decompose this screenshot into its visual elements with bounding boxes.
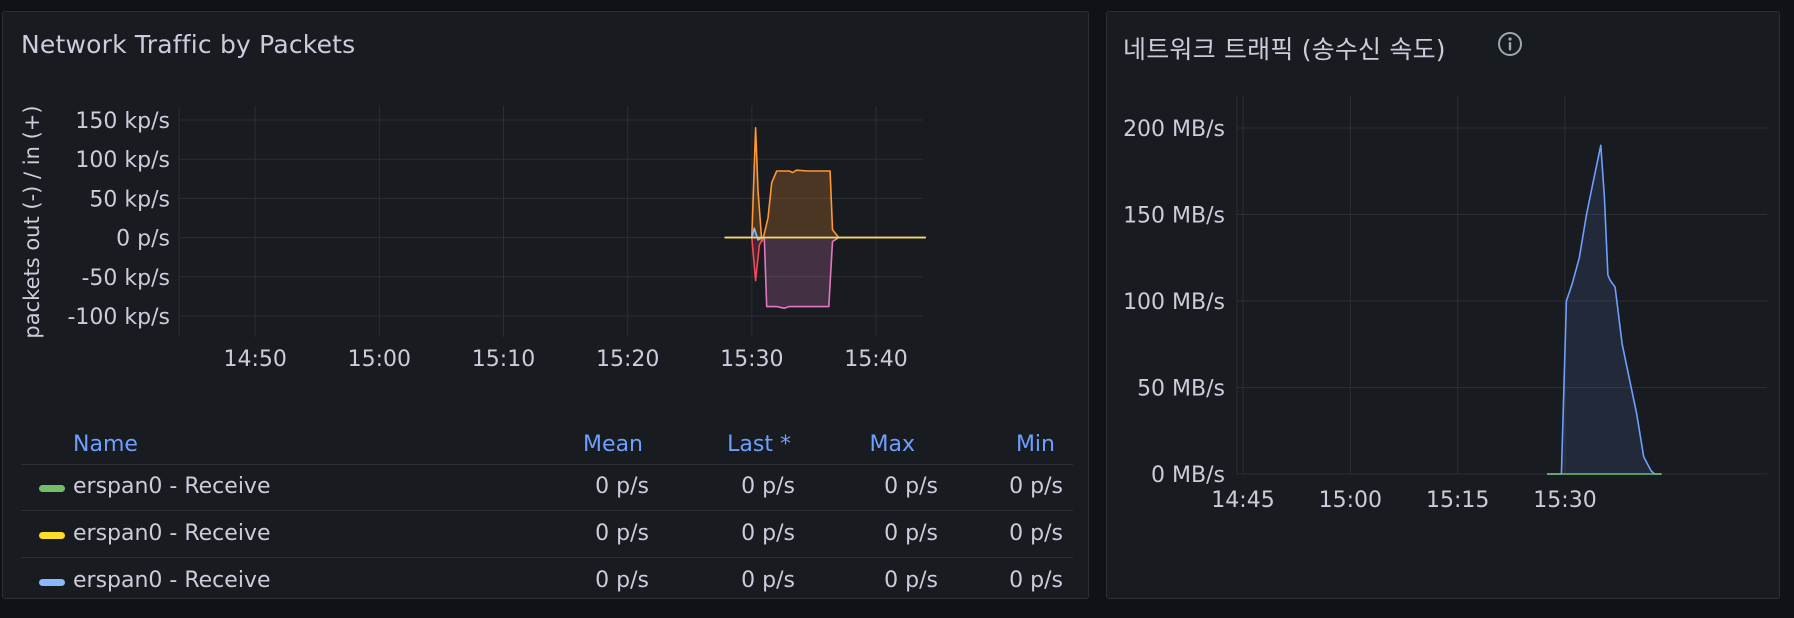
legend-series-name: erspan0 - Receive	[73, 568, 271, 593]
y-tick-label: -50 kp/s	[81, 266, 170, 291]
legend-header-name[interactable]: Name	[73, 432, 138, 457]
x-tick-label: 15:15	[1426, 488, 1489, 513]
x-tick-label: 14:45	[1211, 488, 1274, 513]
legend-min: 0 p/s	[1009, 474, 1063, 499]
x-tick-label: 15:30	[720, 347, 783, 372]
legend-header-max[interactable]: Max	[869, 432, 915, 457]
x-tick-label: 14:50	[223, 347, 286, 372]
series-area	[724, 237, 926, 309]
series-color-swatch[interactable]	[39, 532, 65, 539]
series-color-swatch[interactable]	[39, 579, 65, 586]
y-tick-label: 100 MB/s	[1123, 290, 1225, 315]
legend-min: 0 p/s	[1009, 568, 1063, 593]
legend-row[interactable]: erspan0 - Receive 0 p/s 0 p/s 0 p/s 0 p/…	[21, 464, 1073, 511]
legend-header-mean[interactable]: Mean	[583, 432, 643, 457]
speed-chart[interactable]: 200 MB/s 150 MB/s 100 MB/s 50 MB/s 0 MB/s14:…	[1107, 12, 1780, 599]
series-area	[724, 127, 926, 242]
legend-series-name: erspan0 - Receive	[73, 474, 271, 499]
legend-table: Name Mean Last * Max Min erspan0 - Recei…	[21, 420, 1073, 593]
y-tick-label: 150 MB/s	[1123, 204, 1225, 229]
legend-row[interactable]: erspan0 - Receive 0 p/s 0 p/s 0 p/s 0 p/…	[21, 511, 1073, 558]
y-tick-label: 0 p/s	[116, 227, 170, 252]
network-traffic-panel: Network Traffic by Packets packets out (…	[2, 11, 1089, 599]
legend-header-min[interactable]: Min	[1015, 432, 1055, 457]
legend-last: 0 p/s	[741, 568, 795, 593]
legend-series-name: erspan0 - Receive	[73, 521, 271, 546]
legend-header-last[interactable]: Last *	[727, 432, 791, 457]
x-tick-label: 15:00	[1319, 488, 1382, 513]
x-tick-label: 15:40	[844, 347, 907, 372]
legend-last: 0 p/s	[741, 474, 795, 499]
packets-chart[interactable]: packets out (-) / in (+) 150 kp/s 100 kp/s…	[3, 12, 1089, 412]
y-tick-label: 50 MB/s	[1137, 377, 1225, 402]
y-tick-label: 100 kp/s	[75, 148, 170, 173]
series-line	[724, 236, 926, 309]
x-tick-label: 15:10	[472, 347, 535, 372]
legend-max: 0 p/s	[884, 521, 938, 546]
network-speed-panel: 네트워크 트래픽 (송수신 속도) 200 MB/s 150 MB/s 100 MB…	[1106, 11, 1780, 599]
series-area	[1547, 145, 1662, 475]
series-color-swatch[interactable]	[39, 485, 65, 492]
y-axis-label: packets out (-) / in (+)	[20, 105, 44, 338]
x-tick-label: 15:20	[596, 347, 659, 372]
series-line	[1547, 144, 1662, 475]
legend-mean: 0 p/s	[595, 474, 649, 499]
legend-rows[interactable]: erspan0 - Receive 0 p/s 0 p/s 0 p/s 0 p/…	[21, 464, 1073, 594]
info-circle-icon[interactable]	[1497, 31, 1523, 57]
y-tick-label: 200 MB/s	[1123, 117, 1225, 142]
legend-mean: 0 p/s	[595, 521, 649, 546]
y-tick-label: 0 MB/s	[1151, 463, 1225, 488]
y-tick-label: 150 kp/s	[75, 109, 170, 134]
legend-max: 0 p/s	[884, 474, 938, 499]
panel-title[interactable]: 네트워크 트래픽 (송수신 속도)	[1123, 35, 1446, 64]
y-tick-label: 50 kp/s	[89, 187, 170, 212]
legend-last: 0 p/s	[741, 521, 795, 546]
y-tick-label: -100 kp/s	[67, 305, 170, 330]
legend-max: 0 p/s	[884, 568, 938, 593]
legend-row[interactable]: erspan0 - Receive 0 p/s 0 p/s 0 p/s 0 p/…	[21, 558, 1073, 594]
legend-min: 0 p/s	[1009, 521, 1063, 546]
series-line	[724, 127, 926, 243]
x-tick-label: 15:00	[348, 347, 411, 372]
x-tick-label: 15:30	[1533, 488, 1596, 513]
legend-mean: 0 p/s	[595, 568, 649, 593]
panel-title[interactable]: Network Traffic by Packets	[21, 30, 356, 59]
legend-header: Name Mean Last * Max Min	[21, 420, 1073, 465]
